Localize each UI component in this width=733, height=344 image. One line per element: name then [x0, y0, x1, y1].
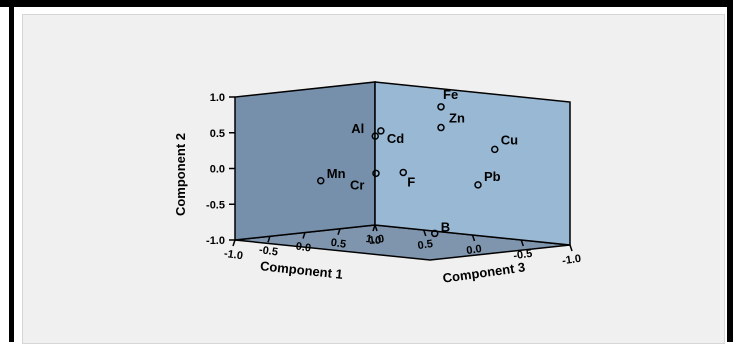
- chart-walls: [234, 81, 571, 261]
- data-point: [399, 168, 407, 177]
- y-tick-label: 0.5: [210, 128, 225, 140]
- z-tick-label: -0.5: [513, 248, 533, 263]
- chart-ticks: 1.00.50.0-0.5-1.0-1.0 -0.5 0.0 0.5 1.01.0 0.5…: [206, 92, 582, 267]
- y-axis-title: Component 2: [173, 133, 188, 216]
- data-point-label: B: [441, 219, 450, 234]
- data-point: [491, 145, 499, 154]
- data-point: [437, 103, 445, 111]
- data-point-label: F: [407, 174, 415, 189]
- data-point-label: Zn: [449, 111, 465, 126]
- window-right-border: [727, 0, 733, 342]
- data-point: [431, 229, 439, 238]
- data-point-label: Al: [351, 121, 364, 136]
- y-tick-label: -0.5: [206, 199, 225, 211]
- y-tick-label: 0.0: [210, 164, 225, 176]
- z-tick-mark: [520, 239, 524, 247]
- data-point: [372, 169, 380, 178]
- data-point-label: Pb: [484, 169, 501, 184]
- data-point-label: Mn: [327, 166, 346, 181]
- x-tick-mark: [232, 239, 236, 247]
- z-tick-label: 0.0: [466, 243, 483, 257]
- x-tick-label: -1.0: [223, 248, 243, 263]
- data-point: [371, 132, 379, 140]
- x-tick-label: 0.0: [295, 241, 312, 255]
- data-point-label: Cu: [501, 132, 518, 147]
- z-tick-label: 0.5: [417, 238, 434, 252]
- data-point: [317, 177, 325, 185]
- x-tick-mark: [302, 232, 306, 239]
- data-point-label: Cd: [387, 131, 404, 146]
- z-tick-mark: [374, 224, 378, 232]
- z-axis-title: Component 3: [442, 259, 526, 285]
- x-tick-label: 0.5: [330, 237, 347, 251]
- right-wall: [374, 81, 571, 246]
- data-point: [474, 181, 482, 189]
- left-wall: [234, 81, 376, 241]
- data-point-label: Cr: [350, 177, 364, 192]
- window-top-border: [0, 0, 733, 7]
- x-tick-label: -0.5: [258, 244, 278, 259]
- y-tick-label: 1.0: [210, 92, 225, 104]
- x-tick-label: 1.0: [365, 233, 382, 247]
- x-tick-mark: [337, 228, 341, 235]
- z-tick-label: 1.0: [368, 233, 385, 247]
- z-tick-mark: [569, 244, 573, 252]
- z-tick-mark: [471, 234, 476, 242]
- chart-points: Fe Zn Cu Al Cd Mn Cr F Pb B: [317, 87, 518, 238]
- data-point-label: Fe: [443, 87, 458, 102]
- z-tick-mark: [423, 229, 427, 237]
- data-point: [437, 123, 445, 132]
- x-tick-mark: [267, 236, 271, 243]
- y-tick-label: -1.0: [206, 235, 225, 247]
- data-point: [377, 127, 385, 135]
- window-left-border: [9, 0, 14, 342]
- x-axis-title: Component 1: [259, 258, 343, 282]
- z-tick-label: -1.0: [561, 253, 581, 268]
